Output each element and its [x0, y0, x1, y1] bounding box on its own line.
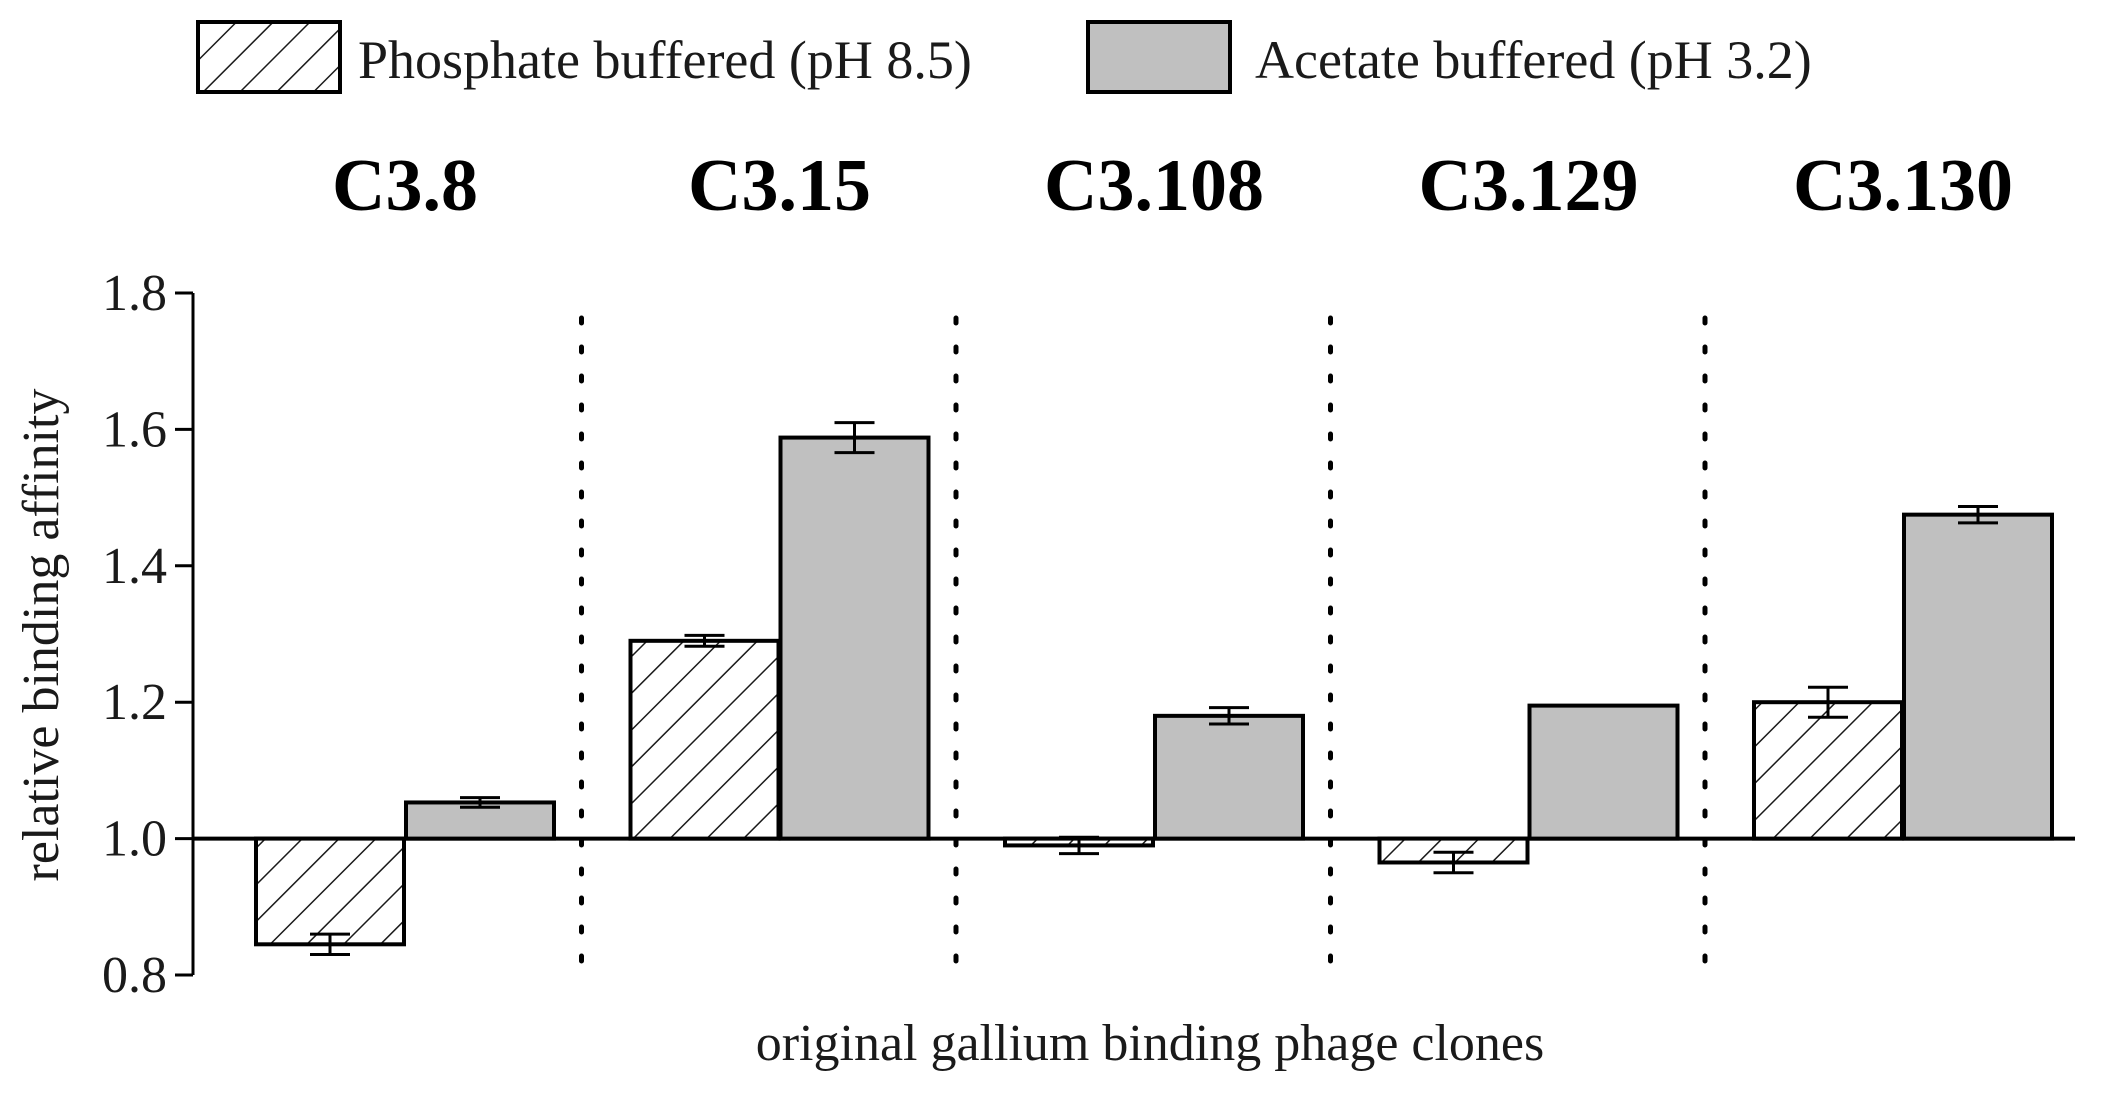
legend: Phosphate buffered (pH 8.5) Acetate buffe… — [196, 20, 1812, 94]
bar-C3.130-1 — [1902, 512, 2054, 841]
bar-C3.130-0 — [1752, 700, 1904, 841]
group-label-0: C3.8 — [332, 145, 478, 227]
group-labels: C3.8 C3.15 C3.108 C3.129 C3.130 — [332, 145, 2013, 227]
legend-label-1: Acetate buffered (pH 3.2) — [1255, 30, 1812, 90]
x-axis-label: original gallium binding phage clones — [756, 1015, 1545, 1072]
plot-area: 0.8 1.0 1.2 1.4 1.6 1.8 — [102, 265, 2075, 1004]
legend-label-0: Phosphate buffered (pH 8.5) — [358, 30, 972, 90]
group-label-3: C3.129 — [1419, 145, 1639, 227]
y-axis-label: relative binding affinity — [13, 389, 70, 882]
y-tick-label-2: 1.2 — [102, 674, 167, 731]
group-label-2: C3.108 — [1044, 145, 1264, 227]
y-tick-label-4: 1.6 — [102, 401, 167, 458]
bar-C3.15-1 — [778, 435, 931, 841]
bar-C3.108-1 — [1153, 713, 1305, 841]
legend-swatch-1 — [1086, 20, 1232, 94]
bar-C3.8-0 — [254, 836, 406, 947]
group-label-1: C3.15 — [688, 145, 871, 227]
y-tick-label-1: 1.0 — [102, 811, 167, 868]
y-tick-label-5: 1.8 — [102, 265, 167, 322]
group-label-4: C3.130 — [1793, 145, 2013, 227]
y-tick-label-0: 0.8 — [102, 947, 167, 1004]
legend-swatch-0 — [196, 20, 342, 94]
bar-C3.15-0 — [628, 638, 781, 841]
y-tick-label-3: 1.4 — [102, 538, 167, 595]
bar-C3.129-1 — [1527, 703, 1680, 841]
